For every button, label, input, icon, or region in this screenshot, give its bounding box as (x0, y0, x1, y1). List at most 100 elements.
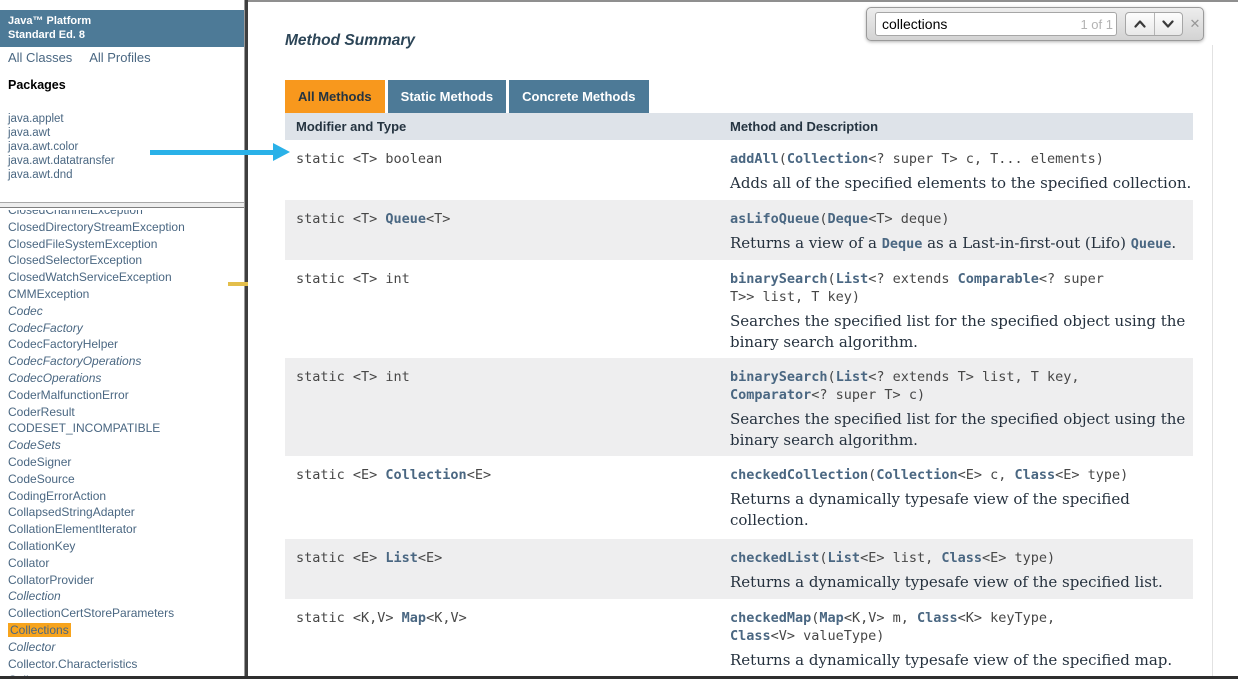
method-link[interactable]: Collection (786, 151, 869, 167)
method-link[interactable]: List (835, 369, 869, 385)
packages-heading: Packages (8, 78, 66, 92)
method-link[interactable]: checkedList (730, 550, 820, 566)
code-text: ( (778, 151, 787, 167)
method-link[interactable]: binarySearch (730, 369, 828, 385)
class-link[interactable]: ClosedWatchServiceException (8, 270, 172, 285)
modifier-and-type: static <E> Collection<E> (296, 466, 721, 484)
find-next-button[interactable] (1155, 13, 1183, 35)
find-highlight: Collections (8, 622, 71, 637)
class-link[interactable]: CollationKey (8, 538, 76, 553)
class-link[interactable]: CodecFactoryOperations (8, 354, 142, 369)
method-link[interactable]: Class (916, 609, 958, 626)
class-link[interactable]: CODESET_INCOMPATIBLE (8, 421, 161, 436)
modifier-and-type-cell: static <T> boolean (285, 140, 721, 200)
find-previous-button[interactable] (1126, 13, 1155, 35)
class-link[interactable]: ClosedChannelException (8, 210, 143, 217)
class-link[interactable]: CodeSigner (8, 454, 72, 469)
class-link[interactable]: CodecOperations (8, 370, 102, 385)
code-text: <? extends T> list, T key, (868, 369, 1080, 385)
method-signature: checkedList(List<E> list, Class<E> type) (730, 549, 1193, 567)
find-close-button[interactable]: ✕ (1189, 16, 1201, 31)
method-link[interactable]: List (827, 550, 861, 566)
modifier-and-type-cell: static <K,V> Map<K,V> (285, 599, 721, 677)
package-link[interactable]: java.awt.dnd (8, 169, 73, 181)
find-input[interactable] (875, 12, 1117, 36)
method-link[interactable]: Comparator (730, 387, 812, 403)
class-link[interactable]: CollapsedStringAdapter (8, 505, 135, 520)
code-text: ( (827, 369, 836, 385)
method-link[interactable]: checkedMap (730, 609, 812, 626)
method-table-row: static <E> Collection<E> checkedCollectio… (285, 456, 1193, 539)
method-and-description-cell: binarySearch(List<? extends T> list, T k… (721, 358, 1193, 456)
package-link[interactable]: java.awt.datatransfer (8, 155, 115, 167)
method-link[interactable]: binarySearch (730, 271, 828, 287)
code-text: Returns a dynamically typesafe view of t… (730, 650, 1173, 669)
code-text: static <T> (296, 210, 386, 227)
method-description: Searches the specified list for the spec… (730, 409, 1193, 450)
class-link[interactable]: ClosedDirectoryStreamException (8, 219, 185, 234)
class-link[interactable]: CodingErrorAction (8, 488, 107, 503)
package-list: java.applet java.awt java.awt.color java.aw… (8, 112, 115, 182)
all-classes-link[interactable]: All Classes (8, 50, 73, 65)
code-text: <V> valueType) (770, 627, 885, 644)
package-link[interactable]: java.applet (8, 113, 64, 125)
class-link[interactable]: CoderResult (8, 404, 75, 419)
method-link[interactable]: Class (1014, 467, 1056, 483)
modifier-and-type-cell: static <T> Queue<T> (285, 200, 721, 261)
code-text: <? super T>> list, T key) (730, 271, 1104, 305)
sidebar: Java™ Platform Standard Ed. 8 All Classe… (0, 0, 245, 676)
class-link[interactable]: CodecFactoryHelper (8, 337, 119, 352)
method-link[interactable]: Comparable (957, 271, 1039, 287)
class-link[interactable]: Collectors (8, 672, 245, 676)
type-link[interactable]: Queue (385, 210, 427, 227)
table-header-row: Modifier and Type Method and Description (285, 113, 1193, 140)
method-link[interactable]: Deque (827, 210, 869, 227)
type-link[interactable]: List (385, 550, 418, 566)
method-link[interactable]: Class (730, 627, 771, 644)
type-link[interactable]: Collection (385, 467, 467, 483)
code-text: <E> (417, 550, 443, 566)
method-link[interactable]: Class (941, 550, 982, 566)
column-header-modifier: Modifier and Type (296, 119, 407, 134)
type-link[interactable]: Map (401, 609, 427, 626)
class-link[interactable]: CollectionCertStoreParameters (8, 606, 175, 621)
class-link[interactable]: Collections (8, 622, 245, 639)
tab-all-methods[interactable]: All Methods (285, 80, 385, 113)
tab-concrete-methods[interactable]: Concrete Methods (509, 80, 649, 113)
all-profiles-link[interactable]: All Profiles (89, 50, 151, 65)
class-link[interactable]: Collector (8, 639, 56, 654)
modifier-and-type-cell: static <T> int (285, 358, 721, 456)
class-link[interactable]: Collection (8, 589, 61, 604)
tab-static-methods[interactable]: Static Methods (387, 80, 507, 113)
method-link[interactable]: List (835, 271, 869, 287)
code-text: <? super T> c, T... elements) (868, 151, 1104, 167)
class-link[interactable]: CodeSets (8, 438, 61, 453)
code-text: <E> (466, 467, 492, 483)
class-link[interactable]: Codec (8, 303, 43, 318)
code-text: Adds all of the specified elements to th… (730, 174, 1192, 192)
package-link[interactable]: java.awt.color (8, 141, 79, 153)
class-link[interactable]: CodecFactory (8, 320, 83, 335)
class-link[interactable]: CollationElementIterator (8, 522, 137, 537)
class-link[interactable]: CoderMalfunctionError (8, 387, 129, 402)
method-link[interactable]: Collection (876, 467, 958, 483)
method-link[interactable]: asLifoQueue (730, 210, 820, 227)
class-link[interactable]: CodeSource (8, 471, 75, 486)
method-link[interactable]: Map (819, 609, 844, 626)
method-link[interactable]: addAll (730, 151, 779, 167)
method-and-description-cell: checkedList(List<E> list, Class<E> type)… (721, 539, 1193, 599)
type-link[interactable]: Deque (881, 235, 923, 252)
class-link[interactable]: CMMException (8, 286, 90, 301)
find-bar: 1 of 1 ✕ (866, 7, 1204, 41)
class-link[interactable]: Collator (8, 555, 50, 570)
method-link[interactable]: checkedCollection (730, 467, 869, 483)
class-link[interactable]: ClosedFileSystemException (8, 236, 158, 251)
class-link[interactable]: CollatorProvider (8, 572, 95, 587)
package-link[interactable]: java.awt (8, 127, 51, 139)
class-link[interactable]: Collector.Characteristics (8, 656, 138, 671)
code-text: static <E> (296, 467, 386, 483)
code-text: <? extends (868, 271, 958, 287)
code-text: ( (811, 609, 820, 626)
class-link[interactable]: ClosedSelectorException (8, 253, 143, 268)
type-link[interactable]: Queue (1130, 235, 1172, 252)
